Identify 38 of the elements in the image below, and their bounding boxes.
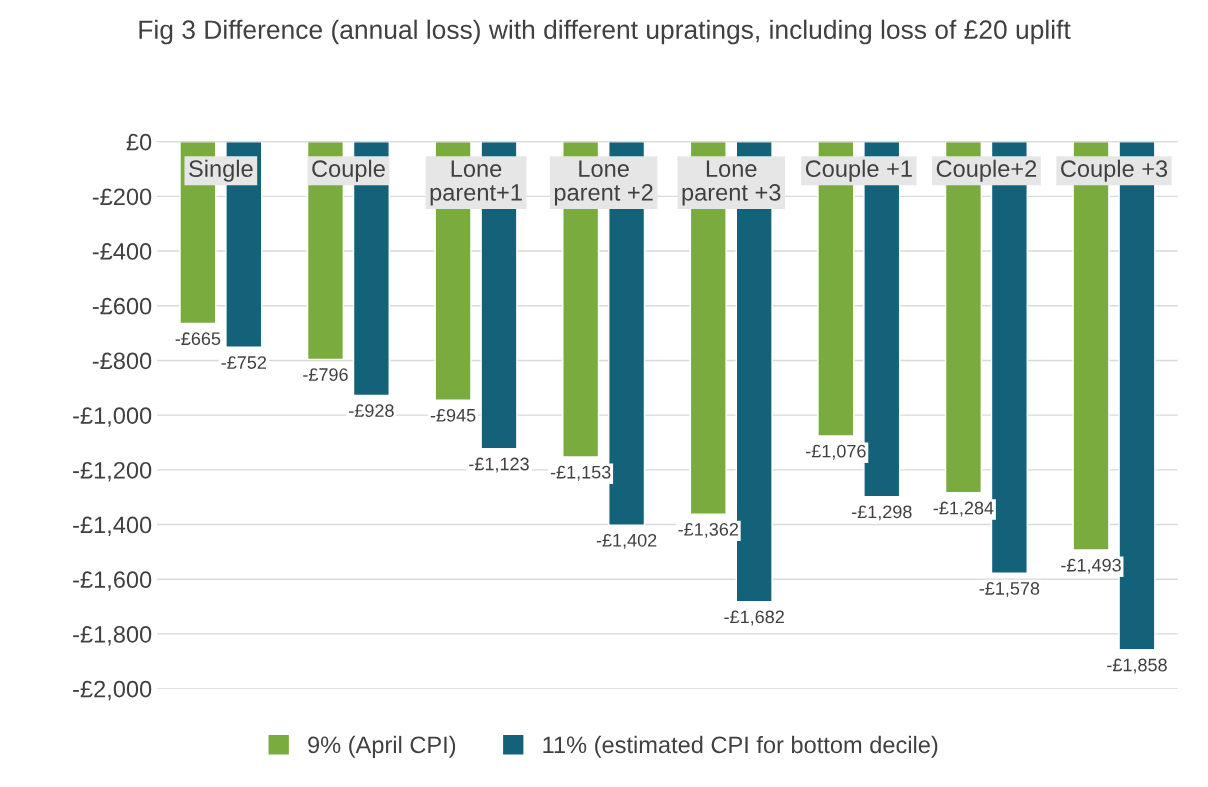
data-label: -£1,493 (1061, 558, 1121, 574)
x-tick-label: Lone parent+1 (430, 160, 522, 206)
data-label: -£1,402 (596, 533, 657, 549)
data-label: -£752 (221, 356, 266, 369)
data-label: -£1,123 (469, 457, 529, 473)
data-label: -£796 (303, 368, 348, 381)
x-tick-label: Couple (312, 159, 385, 182)
legend-label: 9% (April CPI) (308, 735, 456, 758)
y-tick-label: -£1,200 (73, 461, 152, 482)
data-label: -£1,858 (1107, 658, 1167, 674)
y-tick-label: -£1,000 (73, 407, 152, 427)
data-label: -£1,076 (806, 444, 866, 460)
data-label: -£1,284 (933, 501, 994, 517)
x-tick-label: Couple +1 (805, 159, 912, 182)
x-tick-label: Couple+2 (936, 159, 1037, 182)
data-label: -£665 (175, 332, 221, 346)
x-tick-label: Lone parent +3 (682, 160, 781, 206)
data-label: -£1,682 (724, 610, 784, 626)
y-tick-label: -£800 (92, 352, 152, 370)
y-tick-label: -£600 (92, 297, 152, 315)
chart-title: Fig 3 Difference (annual loss) with different upratings, including loss of £20 uplift (139, 19, 1071, 45)
data-label: -£1,298 (851, 505, 912, 521)
data-label: -£1,153 (550, 465, 611, 481)
legend-label: 11% (estimated CPI for bottom decile) (543, 735, 938, 758)
y-tick-label: -£200 (92, 188, 152, 206)
y-tick-label: £0 (126, 133, 152, 151)
y-tick-label: -£1,800 (73, 626, 152, 646)
data-label: -£928 (349, 404, 394, 418)
y-tick-label: -£2,000 (73, 680, 152, 701)
y-tick-label: -£1,400 (73, 516, 152, 537)
data-label: -£945 (430, 408, 476, 422)
x-tick-label: Lone parent +2 (554, 160, 653, 206)
data-label: -£1,578 (979, 582, 1040, 597)
y-tick-label: -£400 (92, 243, 152, 260)
data-label: -£1,362 (678, 522, 738, 538)
x-tick-label: Couple +3 (1061, 159, 1168, 182)
x-tick-label: Single (189, 159, 253, 182)
y-tick-label: -£1,600 (73, 571, 152, 591)
